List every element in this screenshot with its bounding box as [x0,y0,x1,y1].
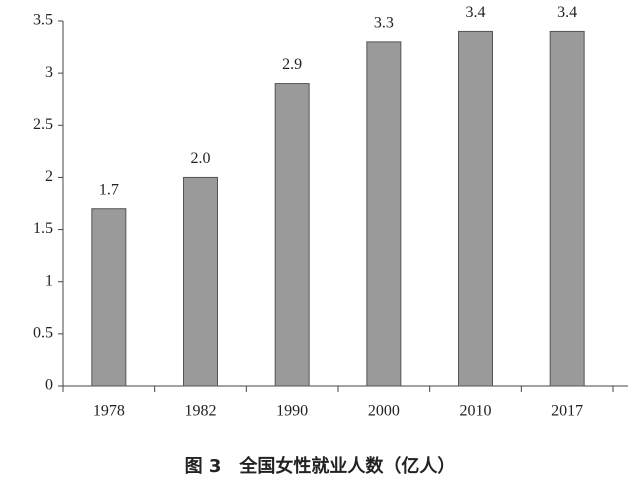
y-tick-label: 1 [45,272,53,289]
value-label: 3.4 [557,4,577,21]
value-label: 2.9 [282,56,302,73]
value-label: 3.3 [374,15,394,32]
y-tick-label: 3.5 [33,12,53,29]
bar [458,30,493,387]
y-tick-label: 2.5 [33,116,53,133]
y-tick-label: 2 [45,168,53,185]
x-tick-label: 2010 [460,403,492,420]
bar [183,176,218,387]
bar [366,41,402,387]
value-label: 2.0 [191,150,211,167]
y-tick-label: 0.5 [33,325,53,342]
bar [549,30,585,387]
y-tick-label: 0 [45,377,53,394]
value-label: 3.4 [466,4,486,21]
bar [91,208,127,387]
bar [274,83,310,387]
value-label: 1.7 [99,181,119,198]
chart-title: 图 3 全国女性就业人数（亿人） [185,455,456,477]
x-tick-label: 1982 [185,403,217,420]
y-tick-label: 3 [45,64,53,81]
x-tick-label: 2017 [551,403,583,420]
x-tick-label: 1990 [276,403,308,420]
x-tick-label: 2000 [368,403,400,420]
x-tick-label: 1978 [93,403,125,420]
y-tick-label: 1.5 [33,220,53,237]
